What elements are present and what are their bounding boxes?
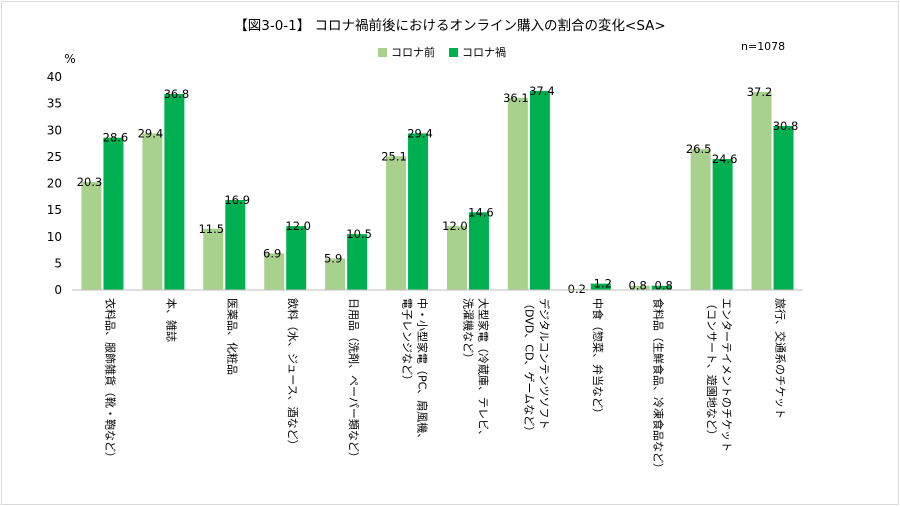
x-category-label: 衣料品、服飾雑貨（靴・鞄など） <box>103 298 117 463</box>
x-category-label: 電子レンジなど） <box>401 298 414 386</box>
data-label-during: 29.4 <box>407 126 433 140</box>
data-label-before: 37.2 <box>747 85 773 99</box>
bar-before <box>629 285 650 290</box>
data-label-during: 12.0 <box>285 219 311 233</box>
x-category-label: 飲料（水、ジュース、酒など） <box>286 298 300 451</box>
y-tick-label: 15 <box>47 203 62 217</box>
y-tick-label: 0 <box>54 283 62 297</box>
data-label-before: 12.0 <box>442 219 468 233</box>
data-label-during: 30.8 <box>773 119 799 133</box>
legend: コロナ前 コロナ禍 <box>378 44 520 60</box>
sample-size-note: n=1078 <box>741 40 786 53</box>
bar-before <box>446 226 467 290</box>
data-label-before: 11.5 <box>198 222 224 236</box>
legend-label-before: コロナ前 <box>391 46 435 59</box>
x-category-label: 中食（惣菜、弁当など） <box>591 298 605 419</box>
x-category-label: 洗濯機など） <box>461 298 475 364</box>
bar-before <box>203 228 224 290</box>
bar-during <box>529 90 550 290</box>
bar-during <box>651 285 672 290</box>
x-category-label: 大型家電（冷蔵庫、テレビ、 <box>476 298 490 441</box>
x-category-label: （コンサート、遊園地など） <box>705 298 719 441</box>
bar-during <box>773 125 794 291</box>
bar-before <box>507 97 528 290</box>
y-tick-label: 25 <box>47 150 62 164</box>
data-label-during: 36.8 <box>164 87 190 101</box>
bar-during <box>286 226 307 290</box>
bar-during <box>103 137 124 290</box>
bar-before <box>81 181 102 290</box>
x-category-label: エンターテイメントのチケット <box>720 298 733 452</box>
y-axis-unit-label: % <box>64 52 75 66</box>
data-label-during: 28.6 <box>103 131 129 145</box>
y-tick-label: 20 <box>47 177 62 191</box>
x-category-label: 食料品（生鮮食品、冷凍食品など） <box>652 298 666 474</box>
bar-during <box>225 200 246 290</box>
bar-during <box>468 212 489 290</box>
x-category-label: 本、雑誌 <box>164 298 178 342</box>
data-label-during: 0.8 <box>655 279 673 293</box>
x-category-label: 医薬品、化粧品 <box>225 298 239 375</box>
bar-before <box>386 156 407 290</box>
data-label-during: 37.4 <box>529 84 555 98</box>
bar-before <box>325 258 346 290</box>
data-label-before: 29.4 <box>138 126 164 140</box>
y-tick-label: 5 <box>54 256 62 270</box>
bar-during <box>590 283 611 290</box>
bar-before <box>751 91 772 290</box>
y-tick-label: 35 <box>47 97 62 111</box>
bar-before <box>690 148 711 290</box>
y-tick-label: 30 <box>47 123 62 137</box>
x-category-label: 日用品（洗剤、ペーパー類など） <box>347 298 361 463</box>
bar-during <box>712 159 733 290</box>
legend-item-during: コロナ禍 <box>449 44 506 60</box>
data-label-before: 6.9 <box>263 246 281 260</box>
bar-during <box>408 133 429 290</box>
data-label-before: 0.8 <box>629 279 647 293</box>
data-label-before: 36.1 <box>503 91 529 105</box>
legend-item-before: コロナ前 <box>378 44 435 60</box>
bar-before <box>568 288 589 290</box>
data-label-during: 1.2 <box>594 277 612 291</box>
x-category-label: デジタルコンテンツソフト <box>537 298 551 430</box>
bar-during <box>347 234 368 290</box>
data-label-before: 20.3 <box>77 175 103 189</box>
legend-swatch-before <box>378 47 387 57</box>
y-tick-label: 10 <box>47 230 62 244</box>
x-category-label: 中・小型家電（PC、扇風機、 <box>416 298 430 444</box>
data-label-before: 25.1 <box>381 149 407 163</box>
data-label-during: 16.9 <box>224 193 250 207</box>
legend-label-during: コロナ禍 <box>462 46 506 59</box>
bar-before <box>142 133 163 290</box>
data-label-during: 24.6 <box>712 152 738 166</box>
data-label-before: 5.9 <box>324 252 342 266</box>
legend-swatch-during <box>449 47 458 57</box>
data-label-during: 10.5 <box>346 227 372 241</box>
data-label-before: 26.5 <box>686 142 712 156</box>
bar-before <box>264 253 285 290</box>
bar-during <box>164 94 185 290</box>
data-label-before: 0.2 <box>568 282 586 296</box>
x-category-label: （DVD、CD、ゲームなど） <box>522 298 535 437</box>
y-tick-label: 40 <box>47 70 62 84</box>
data-label-during: 14.6 <box>468 205 494 219</box>
chart-title: 【図3-0-1】 コロナ禍前後におけるオンライン購入の割合の変化<SA> <box>234 18 666 34</box>
x-category-label: 旅行、交通系のチケット <box>774 298 788 419</box>
